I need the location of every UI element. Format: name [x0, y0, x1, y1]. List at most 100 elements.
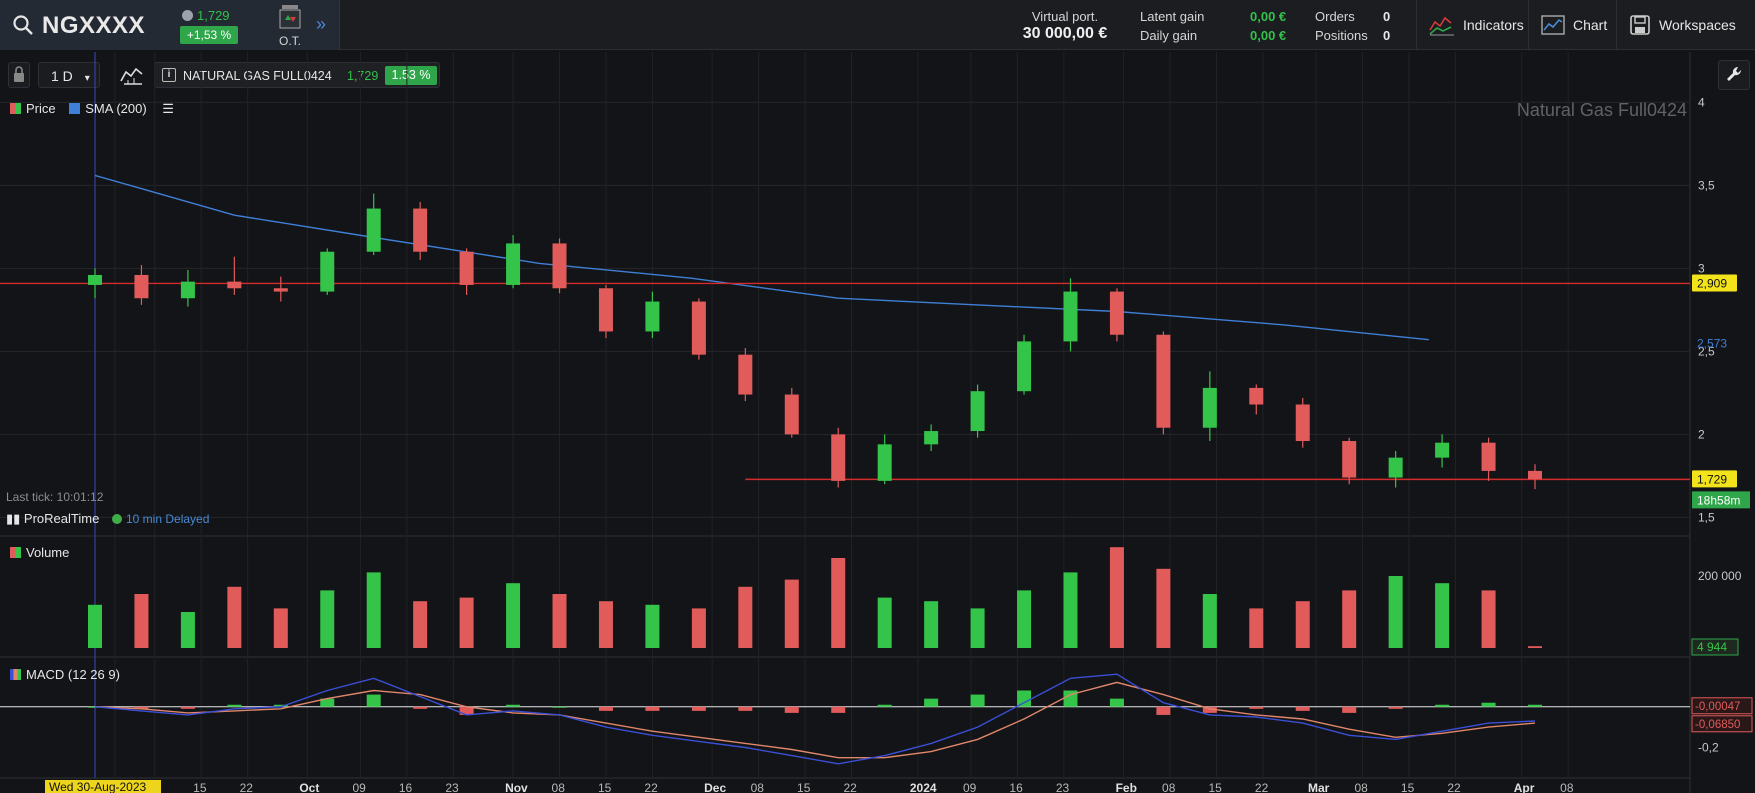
volume-last-label: 4 944 [1697, 640, 1727, 654]
chart-button[interactable]: Chart [1528, 0, 1616, 50]
macd-signal-line [94, 681, 1536, 759]
time-tick-label: 15 [1208, 781, 1222, 793]
price-legend-entry[interactable]: Price [10, 101, 56, 116]
order-ticket-button[interactable]: O.T. [272, 4, 308, 48]
resistance-price-label: 2,909 [1697, 276, 1727, 290]
macd-histogram-bar [1388, 706, 1403, 709]
candle-body [366, 208, 381, 252]
candle-body [691, 301, 706, 355]
instrument-name: NATURAL GAS FULL0424 [183, 69, 332, 83]
crosshair-date-label: Wed 30-Aug-2023 [49, 780, 147, 793]
volume-bar [1202, 594, 1217, 648]
macd-histogram-bar [1295, 706, 1310, 711]
volume-bar [784, 579, 799, 648]
indicators-icon [1429, 16, 1454, 36]
last-price-badge [1692, 470, 1737, 488]
chart-type-icon[interactable] [120, 66, 144, 86]
quote-change-badge: +1,53 % [180, 26, 238, 44]
candle-body [134, 274, 149, 299]
candle-body [227, 281, 242, 289]
provider-label: ▮▮ ProRealTime [6, 511, 99, 527]
time-tick-label: Oct [299, 781, 319, 793]
provider-name: ProRealTime [23, 511, 100, 526]
sma-legend-entry[interactable]: SMA (200) [69, 101, 147, 116]
candle-body [924, 431, 939, 445]
ticker-symbol[interactable]: NGXXXX [42, 12, 146, 39]
info-icon[interactable]: i [162, 68, 176, 82]
candle-body [645, 301, 660, 332]
time-tick-label: 23 [445, 781, 459, 793]
macd-histogram-bar [970, 694, 985, 707]
candle-body [1249, 387, 1264, 405]
market-status-icon [182, 10, 193, 21]
price-tick-label: 2,5 [1698, 344, 1715, 358]
virtual-portfolio-value: 30 000,00 € [1022, 25, 1108, 42]
macd-histogram-bar [366, 694, 381, 707]
candle-body [1342, 441, 1357, 478]
volume-swatch [10, 547, 21, 558]
macd-histogram-bar [273, 704, 288, 707]
time-tick-label: 08 [1162, 781, 1176, 793]
volume-bar [366, 572, 381, 648]
macd-histogram-label: -0,00047 [1695, 701, 1740, 713]
instrument-search-box[interactable]: NGXXXX 1,729 +1,53 % O.T. » [0, 0, 340, 50]
volume-bar [1249, 608, 1264, 648]
macd-histogram-bar [506, 704, 521, 707]
candle-body [1156, 334, 1171, 428]
time-tick-label: 22 [1447, 781, 1461, 793]
volume-bar [877, 597, 892, 648]
legend-list-icon[interactable]: ☰ [162, 101, 174, 116]
time-tick-label: 08 [1354, 781, 1368, 793]
positions-value: 0 [1383, 28, 1391, 43]
macd-histogram-bar [1435, 704, 1450, 707]
lock-button[interactable] [8, 62, 30, 88]
volume-bar [320, 590, 335, 648]
resistance-price-badge [1692, 274, 1737, 292]
macd-legend[interactable]: MACD (12 26 9) [10, 667, 120, 682]
candle-body [413, 208, 428, 252]
price-series-name: Price [26, 101, 56, 116]
time-tick-label: 15 [598, 781, 612, 793]
indicators-button[interactable]: Indicators [1416, 0, 1528, 50]
macd-histogram-bar [924, 698, 939, 707]
expand-chevron-icon[interactable]: » [316, 14, 327, 34]
orders-label: Orders [1315, 9, 1355, 24]
instrument-change-badge: 1.53 % [385, 66, 437, 85]
workspaces-button[interactable]: Workspaces [1616, 0, 1755, 50]
macd-swatch [10, 669, 21, 680]
candle-body [1435, 442, 1450, 458]
order-ticket-label: O.T. [278, 34, 301, 48]
chart-watermark-title: Natural Gas Full0424 [1516, 100, 1687, 120]
macd-histogram-badge [1691, 697, 1753, 715]
volume-layer [88, 547, 1542, 648]
timeframe-select[interactable]: 1 D ▾ [38, 62, 100, 88]
instrument-price: 1,729 [347, 69, 379, 83]
volume-bar [88, 604, 102, 648]
indicators-label: Indicators [1463, 17, 1524, 33]
orders-panel: Orders 0 Positions 0 [1315, 9, 1395, 47]
macd-histogram-bar [459, 706, 474, 715]
candle-body [738, 354, 753, 395]
price-legend[interactable]: Price SMA (200) ☰ [10, 101, 174, 117]
grid-layer [0, 52, 1691, 793]
price-swatch [10, 103, 21, 114]
workspaces-label: Workspaces [1659, 17, 1736, 33]
candle-body [1017, 341, 1032, 392]
bars-icon: ▮▮ [6, 511, 24, 526]
time-tick-label: 08 [552, 781, 566, 793]
volume-legend[interactable]: Volume [10, 545, 69, 560]
chart-settings-button[interactable] [1718, 60, 1750, 90]
macd-histogram-bar [784, 706, 799, 713]
macd-value-badge [1691, 715, 1753, 733]
search-icon[interactable] [12, 14, 34, 36]
candle-body [598, 288, 613, 332]
macd-histogram-bar [552, 706, 567, 708]
time-tick-label: 22 [843, 781, 857, 793]
macd-histogram-bar [1109, 698, 1124, 707]
volume-bar [1481, 590, 1496, 648]
macd-histogram-bar [738, 706, 753, 711]
daily-gain-value: 0,00 € [1250, 28, 1287, 43]
macd-histogram-bar [134, 706, 149, 709]
positions-label: Positions [1315, 28, 1368, 43]
